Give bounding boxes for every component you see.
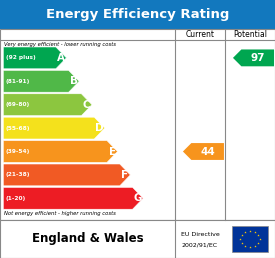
Bar [0,220,275,258]
Text: Very energy efficient - lower running costs: Very energy efficient - lower running co… [4,42,116,47]
Text: F: F [122,170,129,180]
Polygon shape [3,94,92,116]
Polygon shape [3,141,117,162]
Polygon shape [3,70,79,92]
Text: England & Wales: England & Wales [32,232,143,245]
Text: 2002/91/EC: 2002/91/EC [182,242,218,247]
Text: C: C [83,100,90,110]
Text: 97: 97 [251,53,265,63]
Text: E: E [109,147,116,157]
Text: 44: 44 [200,147,215,157]
Text: (55-68): (55-68) [6,126,30,131]
Text: B: B [70,76,78,86]
Text: Potential: Potential [233,30,267,39]
Text: (92 plus): (92 plus) [6,55,35,60]
Bar [232,225,268,252]
Polygon shape [233,50,274,66]
Text: (39-54): (39-54) [6,149,30,154]
Polygon shape [3,117,105,139]
Text: (69-80): (69-80) [6,102,30,107]
Bar [0,29,275,220]
Polygon shape [3,187,143,209]
Text: Not energy efficient - higher running costs: Not energy efficient - higher running co… [4,211,116,216]
Polygon shape [3,164,130,186]
Text: G: G [134,193,142,203]
Text: EU Directive: EU Directive [181,232,219,237]
Text: (81-91): (81-91) [6,79,30,84]
Polygon shape [183,143,224,160]
Bar [0,0,275,29]
Text: Current: Current [185,30,215,39]
Text: (21-38): (21-38) [6,172,30,178]
Text: (1-20): (1-20) [6,196,26,201]
Text: Energy Efficiency Rating: Energy Efficiency Rating [46,8,229,21]
Text: D: D [95,123,104,133]
Text: A: A [57,53,65,63]
Polygon shape [3,47,66,69]
